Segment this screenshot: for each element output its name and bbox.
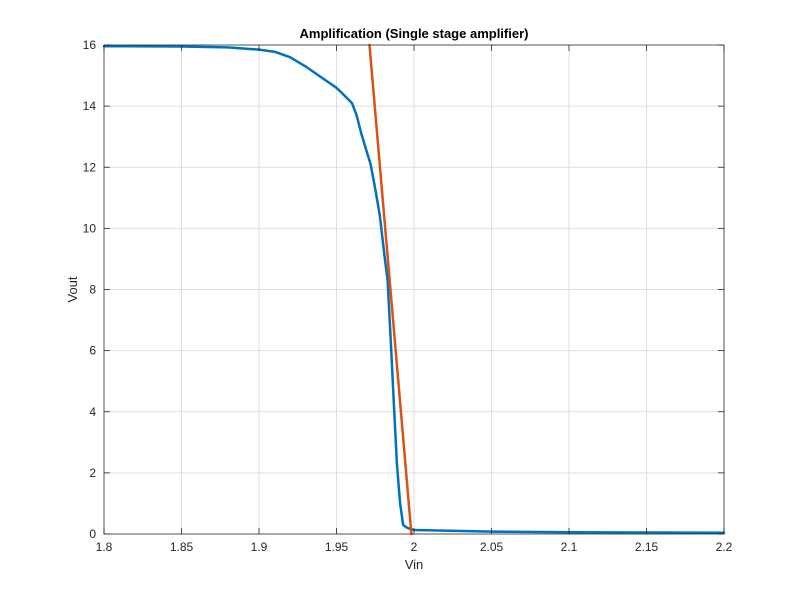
x-tick-label: 1.9 (251, 540, 268, 554)
x-tick-label: 2.15 (635, 540, 659, 554)
x-tick-label: 2 (411, 540, 418, 554)
x-tick-label: 1.8 (96, 540, 113, 554)
y-tick-label: 4 (89, 405, 96, 419)
y-tick-label: 0 (89, 527, 96, 541)
grid-lines (104, 45, 724, 534)
y-tick-label: 2 (89, 466, 96, 480)
y-tick-label: 12 (83, 160, 97, 174)
series-layer (102, 43, 726, 536)
x-tick-label: 1.95 (325, 540, 349, 554)
x-tick-label: 2.1 (561, 540, 578, 554)
chart-title: Amplification (Single stage amplifier) (300, 26, 529, 41)
tick-marks (103, 44, 725, 535)
y-tick-label: 8 (89, 283, 96, 297)
x-tick-label: 2.05 (480, 540, 504, 554)
y-tick-label: 10 (83, 221, 97, 235)
x-tick-labels: 1.8 1.85 1.9 1.95 2 2.05 2.1 2.15 2.2 (96, 540, 733, 554)
y-tick-labels: 0 2 4 6 8 10 12 14 16 (83, 38, 97, 541)
y-tick-label: 16 (83, 38, 97, 52)
x-tick-label: 2.2 (716, 540, 733, 554)
y-tick-label: 6 (89, 344, 96, 358)
x-tick-label: 1.85 (170, 540, 194, 554)
vout-curve-line (102, 44, 726, 535)
tangent-line (368, 43, 413, 536)
x-axis-label: Vin (405, 557, 424, 572)
y-tick-label: 14 (83, 99, 97, 113)
y-axis-label: Vout (65, 276, 80, 302)
